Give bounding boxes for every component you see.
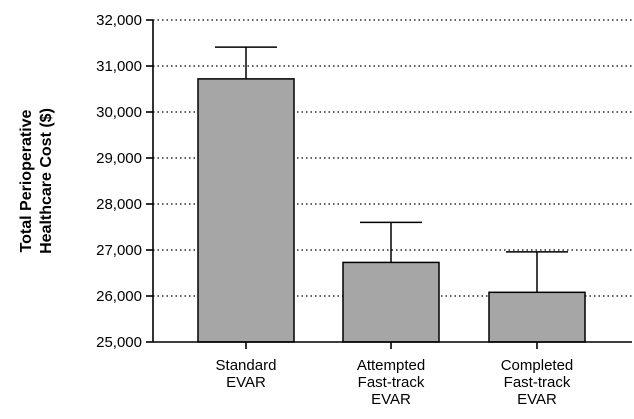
y-tick-label: 32,000 xyxy=(96,12,142,29)
axes xyxy=(146,19,632,349)
x-category-label: Completed Fast-track EVAR xyxy=(501,357,574,408)
labels: 25,000 26,000 27,000 28,000 29,000 30,000 31,0… xyxy=(96,12,573,408)
y-tick-label: 29,000 xyxy=(96,150,142,167)
bar xyxy=(488,291,586,343)
bars xyxy=(197,46,586,343)
y-tick-label: 30,000 xyxy=(96,104,142,121)
x-category-label: Standard EVAR xyxy=(216,357,277,391)
y-tick-label: 26,000 xyxy=(96,288,142,305)
bar xyxy=(342,261,440,343)
x-category-label: Attempted Fast-track EVAR xyxy=(357,357,425,408)
y-tick-label: 27,000 xyxy=(96,242,142,259)
bar xyxy=(197,78,295,343)
y-tick-label: 28,000 xyxy=(96,196,142,213)
y-tick-label: 31,000 xyxy=(96,58,142,75)
y-axis-label: Total Perioperative Healthcare Cost ($) xyxy=(18,108,55,254)
y-tick-label: 25,000 xyxy=(96,334,142,351)
